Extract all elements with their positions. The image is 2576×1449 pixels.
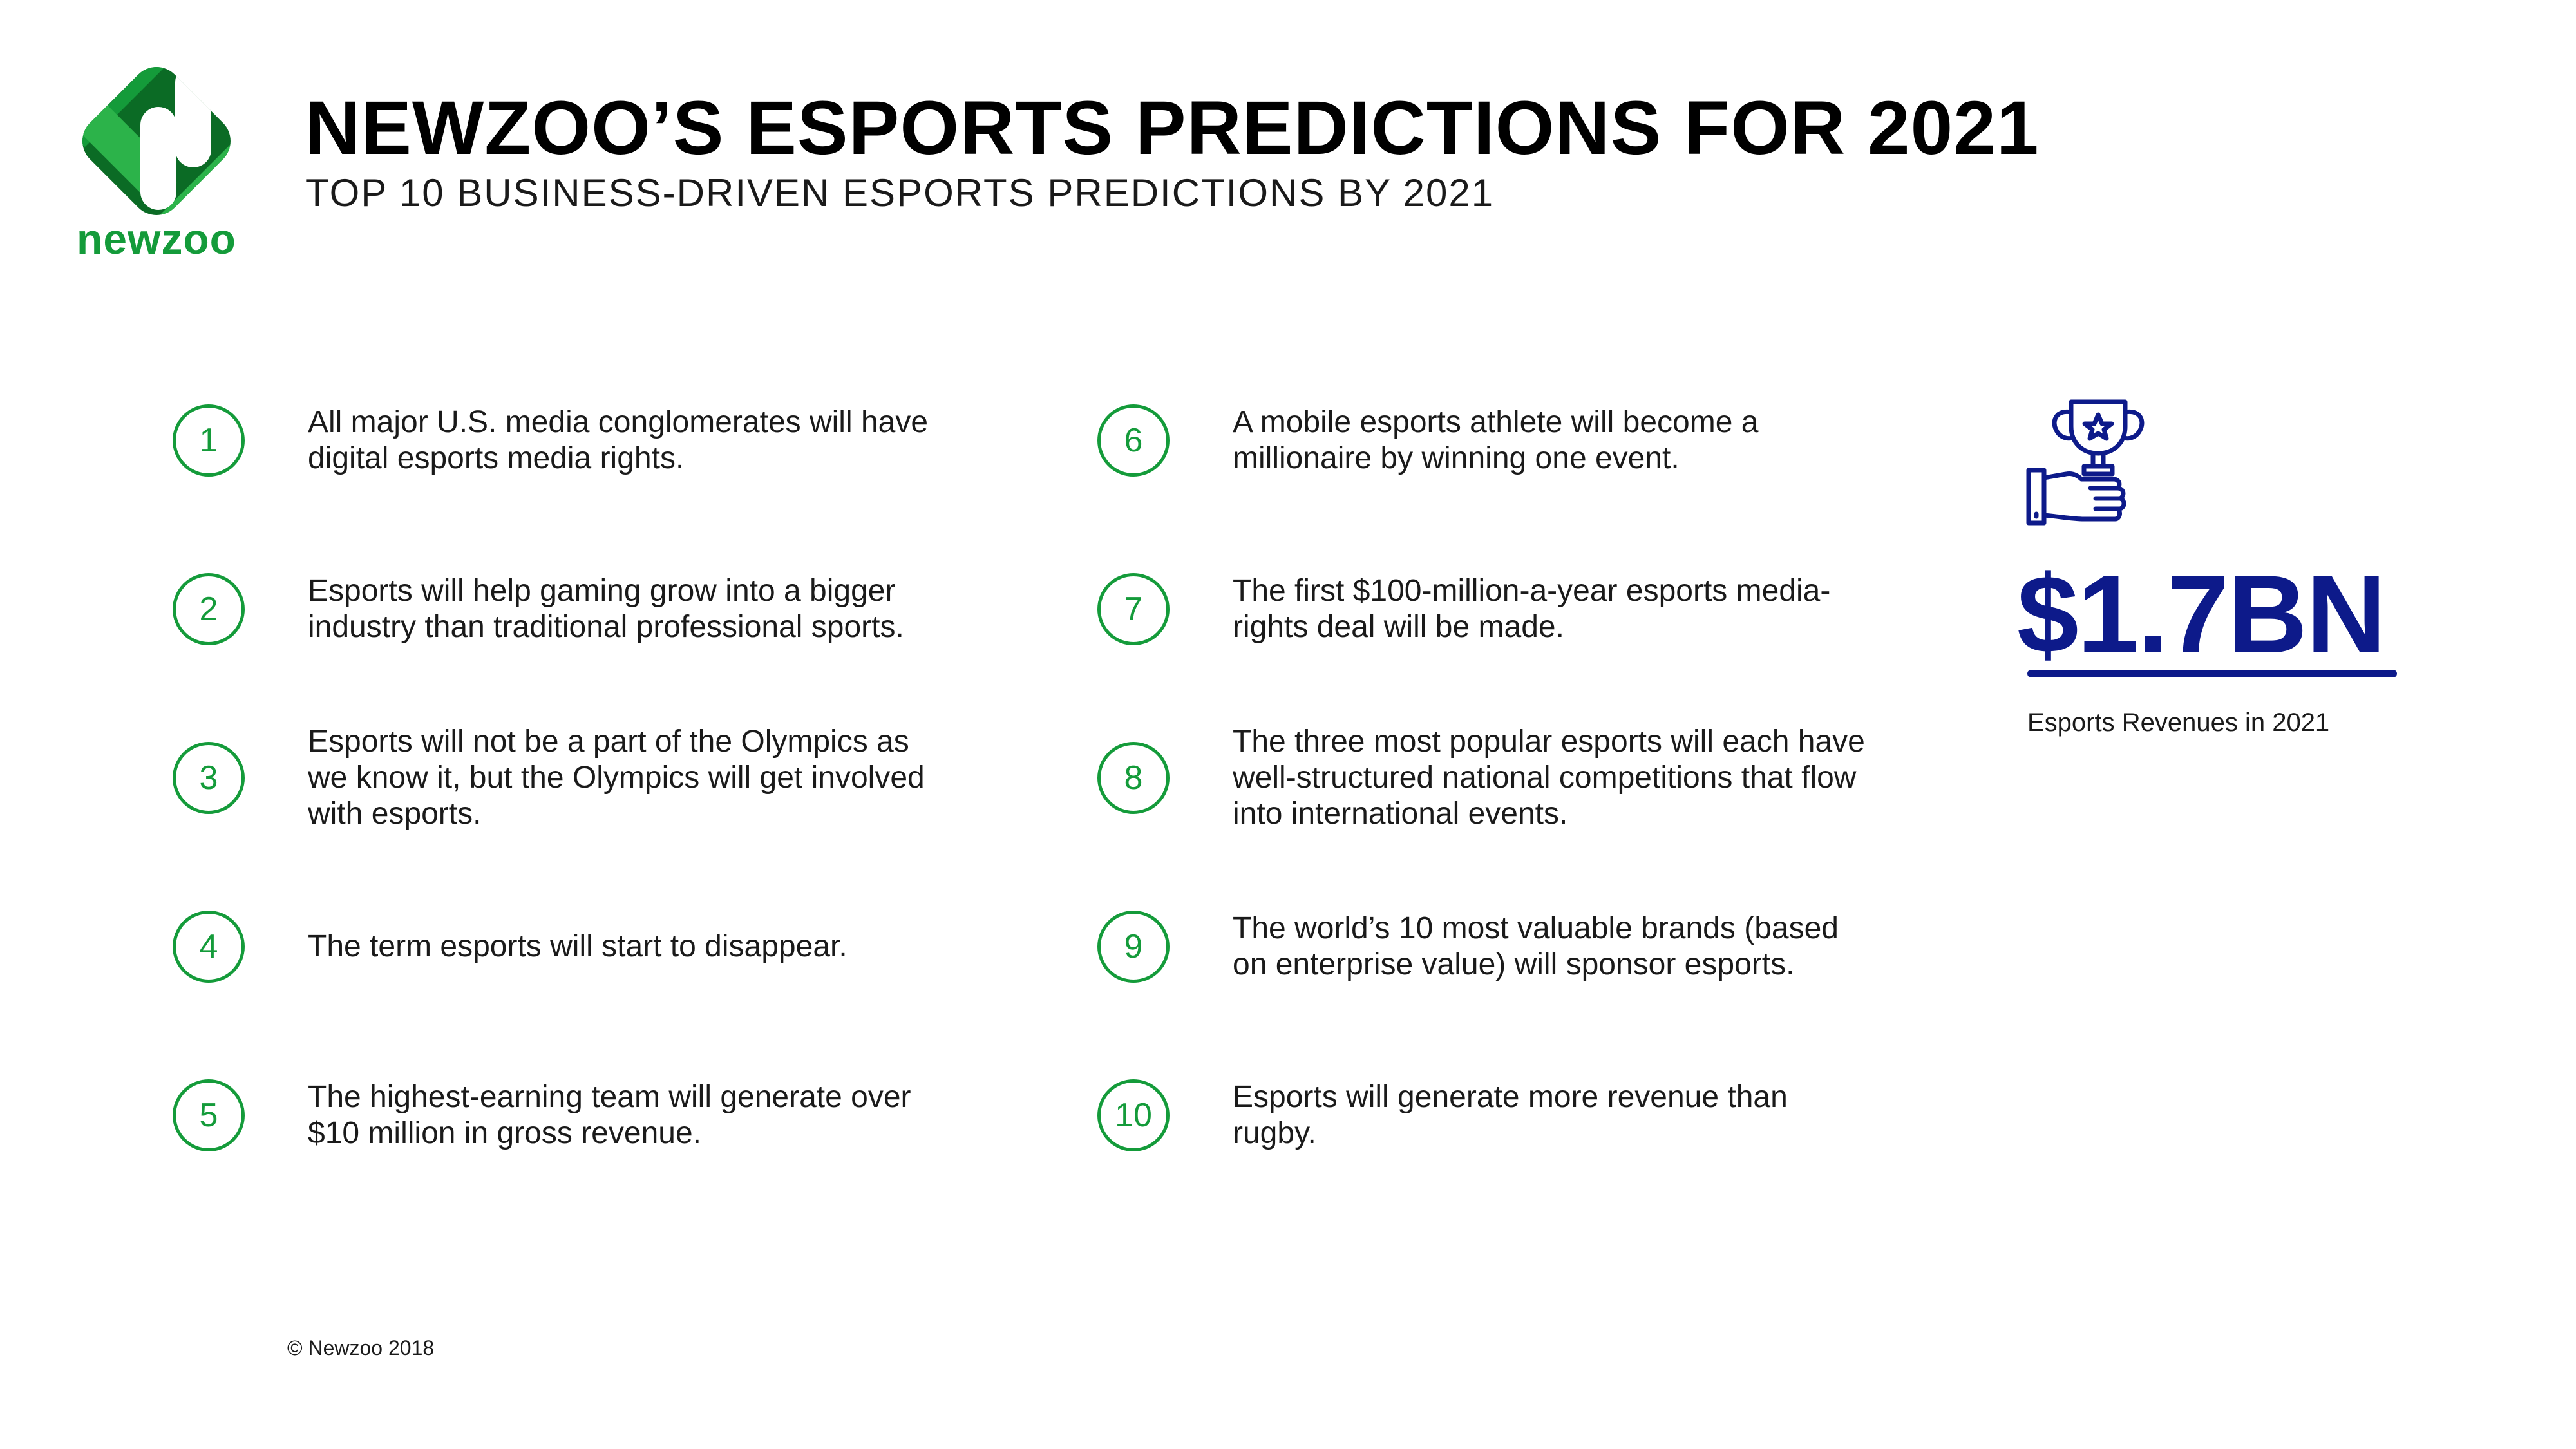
page-subtitle: TOP 10 BUSINESS-DRIVEN ESPORTS PREDICTIO… [305,171,1495,214]
prediction-number-badge: 4 [173,911,245,983]
prediction-item: 2 Esports will help gaming grow into a b… [173,545,920,674]
prediction-item: 1 All major U.S. media conglomerates wil… [173,376,928,505]
newzoo-logo-icon [72,57,241,225]
prediction-text: The first $100-million-a-year esports me… [1233,574,1831,644]
stat-label: Esports Revenues in 2021 [2027,708,2330,737]
copyright-footer: © Newzoo 2018 [287,1336,435,1359]
prediction-text: All major U.S. media conglomerates will … [308,405,929,475]
stat-underline [2027,670,2397,677]
prediction-number-badge: 2 [173,573,245,645]
prediction-text: Esports will generate more revenue than … [1233,1080,1788,1150]
prediction-item: 3 Esports will not be a part of the Olym… [173,714,925,842]
prediction-number-badge: 9 [1097,911,1170,983]
prediction-item: 5 The highest-earning team will generate… [173,1051,920,1180]
prediction-item: 4 The term esports will start to disappe… [173,882,920,1011]
prediction-item: 7 The first $100-million-a-year esports … [1097,545,1844,674]
prediction-number-badge: 6 [1097,404,1170,477]
prediction-text: The highest-earning team will generate o… [308,1080,911,1150]
prediction-text: Esports will not be a part of the Olympi… [308,724,925,831]
prediction-number-badge: 7 [1097,573,1170,645]
prediction-text: The world’s 10 most valuable brands (bas… [1233,911,1839,981]
prediction-number-badge: 3 [173,742,245,814]
prediction-item: 6 A mobile esports athlete will become a… [1097,376,1844,505]
prediction-item: 8 The three most popular esports will ea… [1097,714,1865,842]
prediction-text: The three most popular esports will each… [1233,724,1865,831]
newzoo-logo: newzoo [72,57,241,263]
prediction-text: The term esports will start to disappear… [308,929,848,963]
prediction-number-badge: 10 [1097,1079,1170,1151]
prediction-item: 9 The world’s 10 most valuable brands (b… [1097,882,1844,1011]
newzoo-wordmark: newzoo [77,215,236,263]
stat-value: $1.7BN [2017,553,2386,676]
prediction-number-badge: 5 [173,1079,245,1151]
page-title: NEWZOO’S ESPORTS PREDICTIONS FOR 2021 [305,86,2040,171]
prediction-text: A mobile esports athlete will become a m… [1233,405,1759,475]
prediction-item: 10 Esports will generate more revenue th… [1097,1051,1844,1180]
prediction-text: Esports will help gaming grow into a big… [308,574,904,644]
trophy-hand-icon [2026,399,2145,526]
prediction-number-badge: 1 [173,404,245,477]
prediction-number-badge: 8 [1097,742,1170,814]
